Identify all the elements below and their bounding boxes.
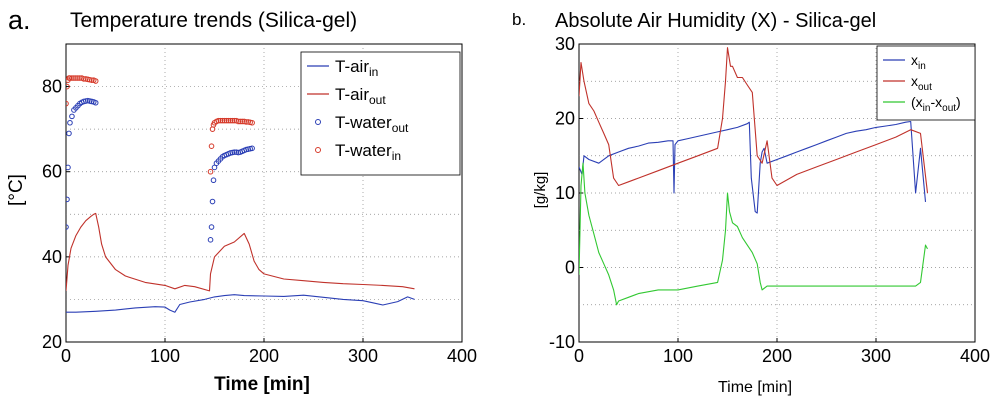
legend-swatch bbox=[315, 119, 321, 125]
series-a-3-point bbox=[81, 76, 87, 82]
y-tick-label: 60 bbox=[42, 162, 62, 182]
series-a-3-point bbox=[208, 143, 215, 149]
series-a-3-point bbox=[235, 118, 242, 125]
legend-box bbox=[876, 45, 976, 121]
legend-entry-1: xout bbox=[911, 73, 932, 93]
series-a-3-point bbox=[73, 75, 79, 81]
y-tick-label: 80 bbox=[42, 77, 62, 97]
series-a-3-point bbox=[229, 117, 236, 124]
y-tick-label: 10 bbox=[555, 183, 575, 203]
x-tick-label: 0 bbox=[574, 346, 584, 366]
panel-a-title: Temperature trends (Silica-gel) bbox=[70, 9, 357, 32]
series-a-3-point bbox=[215, 117, 222, 124]
x-tick-label: 100 bbox=[150, 346, 180, 366]
x-tick-label: 200 bbox=[249, 346, 279, 366]
series-a-3-point bbox=[92, 78, 99, 84]
legend-entry-2: (xin-xout) bbox=[911, 94, 961, 114]
legend-entry-0: xin bbox=[911, 52, 926, 72]
series-a-3-point bbox=[66, 100, 69, 107]
legend-swatch bbox=[315, 147, 321, 153]
y-tick-label: 20 bbox=[555, 109, 575, 129]
y-tick-label: 30 bbox=[555, 34, 575, 54]
series-a-2-point bbox=[66, 130, 72, 137]
series-a-3-point bbox=[249, 119, 255, 126]
panel-b-ylabel: [g/kg] bbox=[532, 172, 549, 209]
series-a-3-point bbox=[71, 75, 77, 81]
panel-b-letter: b. bbox=[512, 10, 526, 29]
series-a-2-point bbox=[209, 198, 216, 205]
series-a-3-point bbox=[77, 75, 83, 81]
series-a-3-point bbox=[223, 117, 230, 124]
series-a-2-point bbox=[66, 164, 71, 171]
panel-a-xlabel: Time [min] bbox=[214, 374, 310, 395]
series-a-3-point bbox=[66, 83, 70, 90]
y-tick-label: 40 bbox=[42, 247, 62, 267]
legend-entry-1: T-airout bbox=[335, 85, 386, 107]
panel-a-letter: a. bbox=[8, 5, 31, 35]
series-a-0-line bbox=[66, 294, 415, 313]
panel-b-title: Absolute Air Humidity (X) - Silica-gel bbox=[555, 10, 876, 32]
x-tick-label: 0 bbox=[61, 346, 71, 366]
legend-box bbox=[300, 51, 461, 176]
legend-a: T-airin T-airout T-waterout T-waterin bbox=[300, 51, 461, 176]
series-a-3-point bbox=[217, 117, 224, 124]
panel-b-xlabel: Time [min] bbox=[718, 379, 792, 396]
series-a-3-point bbox=[67, 75, 73, 81]
series-a-2-point bbox=[92, 99, 99, 106]
legend-entry-3: T-waterin bbox=[335, 141, 401, 163]
series-a-2-point bbox=[207, 237, 214, 243]
series-a-3-point bbox=[69, 75, 75, 81]
series-b-0-line bbox=[579, 120, 927, 214]
series-a-3-point bbox=[88, 77, 95, 83]
x-tick-label: 100 bbox=[663, 346, 693, 366]
series-a-3-point bbox=[225, 117, 232, 124]
x-tick-label: 300 bbox=[348, 346, 378, 366]
series-group-b bbox=[579, 47, 929, 306]
x-tick-label: 300 bbox=[861, 346, 891, 366]
series-a-2-point bbox=[69, 113, 75, 120]
x-tick-label: 400 bbox=[447, 346, 477, 366]
series-a-3-point bbox=[227, 117, 234, 124]
series-a-3-point bbox=[219, 117, 226, 124]
series-a-2-point bbox=[249, 145, 255, 152]
series-a-1-line bbox=[66, 212, 415, 292]
x-tick-label: 200 bbox=[762, 346, 792, 366]
series-a-2-point bbox=[67, 119, 73, 126]
series-a-3-point bbox=[239, 118, 246, 125]
legend-entry-2: T-waterout bbox=[335, 113, 409, 135]
y-tick-label: 20 bbox=[42, 332, 62, 352]
series-a-2-point bbox=[66, 224, 69, 230]
series-a-3-point bbox=[231, 117, 238, 124]
series-a-3-point bbox=[75, 75, 81, 81]
x-tick-label: 400 bbox=[960, 346, 990, 366]
series-a-3-point bbox=[221, 117, 228, 124]
series-a-3-point bbox=[237, 118, 244, 125]
series-a-3-point bbox=[243, 119, 249, 125]
series-b-1-line bbox=[579, 47, 929, 194]
panel-a-temperature-chart: a. Temperature trends (Silica-gel) Time … bbox=[6, 5, 477, 395]
y-tick-label: 0 bbox=[565, 258, 575, 278]
series-a-2-point bbox=[210, 177, 217, 184]
panel-b-humidity-chart: b. Absolute Air Humidity (X) - Silica-ge… bbox=[512, 10, 990, 396]
series-a-2-point bbox=[208, 224, 215, 230]
panel-a-ylabel: [°C] bbox=[6, 174, 27, 206]
legend-entry-0: T-airin bbox=[335, 57, 378, 79]
series-a-3-point bbox=[207, 168, 214, 175]
series-a-2-point bbox=[66, 196, 70, 203]
y-tick-label: -10 bbox=[549, 332, 575, 352]
series-a-2-point bbox=[231, 149, 238, 155]
series-group-a bbox=[66, 75, 415, 313]
series-b-2-line bbox=[579, 162, 928, 306]
